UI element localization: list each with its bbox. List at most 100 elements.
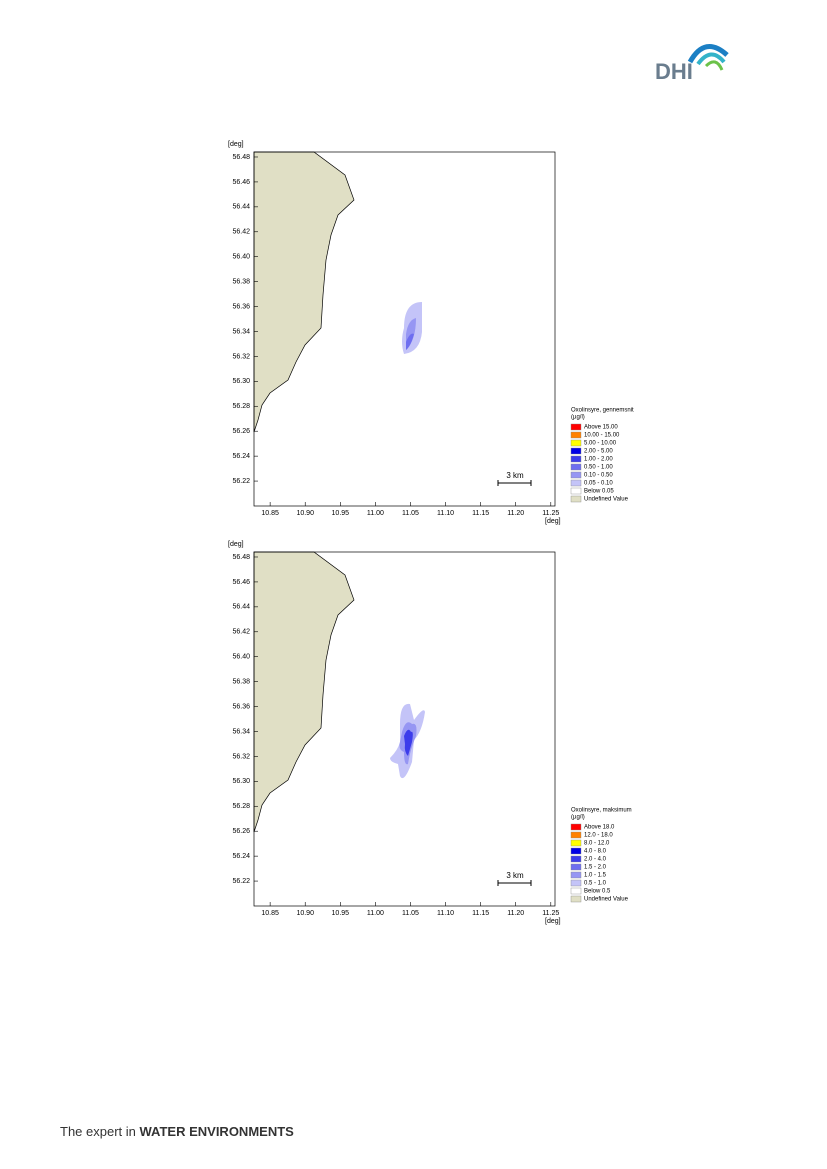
y-tick-label: 56.28 (232, 403, 250, 410)
legend-swatch (570, 479, 582, 487)
legend-swatch (570, 463, 582, 471)
legend-swatch (570, 439, 582, 447)
legend-swatch (570, 847, 582, 855)
legend-label: Above 15.00 (584, 425, 618, 431)
y-tick-label: 56.42 (232, 229, 250, 236)
legend-swatch (570, 839, 582, 847)
y-tick-label: 56.26 (232, 428, 250, 435)
x-tick-label: 11.05 (402, 510, 419, 517)
x-tick-label: 11.15 (472, 510, 489, 517)
legend-label: 0.50 - 1.00 (584, 465, 613, 471)
legend-label: 1.0 - 1.5 (584, 873, 607, 879)
coastline (253, 551, 355, 833)
legend-unit: (µg/l) (571, 815, 585, 821)
y-tick-label: 56.24 (232, 853, 250, 860)
legend-label: 10.00 - 15.00 (584, 433, 620, 439)
legend: Oxolinsyre, maksimum(µg/l) Above 18.0 12.0… (570, 808, 632, 903)
legend-swatch (570, 855, 582, 863)
legend-label: 0.5 - 1.0 (584, 881, 607, 887)
legend-swatch (570, 895, 582, 903)
y-tick-label: 56.32 (232, 353, 250, 360)
y-tick-label: 56.48 (232, 554, 250, 561)
plume (404, 729, 413, 756)
x-tick-label: 10.85 (261, 910, 279, 917)
logo-wave (696, 52, 726, 66)
legend-label: Above 18.0 (584, 825, 615, 831)
legend-swatch (570, 863, 582, 871)
y-unit: [deg] (228, 141, 244, 148)
logo: DHI (655, 44, 729, 84)
x-unit: [deg] (545, 518, 561, 525)
legend: Oxolinsyre, gennemsnit(µg/l) Above 15.00 1… (570, 408, 634, 503)
legend-label: 4.0 - 8.0 (584, 849, 607, 855)
legend-swatch (570, 879, 582, 887)
y-tick-label: 56.46 (232, 179, 250, 186)
legend-label: 8.0 - 12.0 (584, 841, 610, 847)
y-tick-label: 56.32 (232, 753, 250, 760)
legend-label: 0.10 - 0.50 (584, 473, 613, 479)
legend-label: 12.0 - 18.0 (584, 833, 613, 839)
x-tick-label: 11.25 (542, 510, 559, 517)
y-tick-label: 56.46 (232, 579, 250, 586)
y-unit: [deg] (228, 541, 244, 548)
map-border (253, 551, 556, 907)
legend-title: Oxolinsyre, gennemsnit (571, 408, 634, 414)
legend-swatch (570, 871, 582, 879)
x-tick-label: 11.15 (472, 910, 489, 917)
logo-wave (687, 44, 729, 64)
y-tick-label: 56.22 (232, 878, 250, 885)
legend-label: 1.00 - 2.00 (584, 457, 613, 463)
legend-swatch (570, 423, 582, 431)
x-tick-label: 10.90 (296, 910, 314, 917)
x-tick-label: 11.10 (437, 510, 454, 517)
legend-label: Undefined Value (584, 897, 629, 903)
legend-label: Below 0.05 (584, 489, 614, 495)
legend-label: 1.5 - 2.0 (584, 865, 607, 871)
x-tick-label: 11.20 (507, 510, 524, 517)
x-tick-label: 11.20 (507, 910, 524, 917)
y-tick-label: 56.22 (232, 478, 250, 485)
y-tick-label: 56.42 (232, 629, 250, 636)
footer-lead: The expert in (60, 1124, 136, 1139)
legend-swatch (570, 495, 582, 503)
x-tick-label: 11.00 (367, 910, 384, 917)
footer-emphasis: WATER ENVIRONMENTS (140, 1124, 295, 1139)
scale-bar-label: 3 km (506, 871, 524, 880)
y-tick-label: 56.24 (232, 453, 250, 460)
y-tick-label: 56.34 (232, 328, 250, 335)
x-tick-label: 11.00 (367, 510, 384, 517)
legend-label: Undefined Value (584, 497, 629, 503)
x-unit: [deg] (545, 918, 561, 925)
x-tick-label: 10.95 (332, 910, 350, 917)
legend-label: 0.05 - 0.10 (584, 481, 613, 487)
legend-swatch (570, 887, 582, 895)
plume (406, 333, 414, 350)
y-tick-label: 56.26 (232, 828, 250, 835)
y-tick-label: 56.34 (232, 728, 250, 735)
y-tick-label: 56.40 (232, 254, 250, 261)
y-tick-label: 56.28 (232, 803, 250, 810)
x-tick-label: 11.25 (542, 910, 559, 917)
y-tick-label: 56.36 (232, 703, 250, 710)
x-tick-label: 10.90 (296, 510, 314, 517)
x-tick-label: 11.10 (437, 910, 454, 917)
map: 56.22 56.24 56.26 56.28 56.30 56.32 56.34 56.36… (228, 541, 632, 925)
y-tick-label: 56.44 (232, 604, 250, 611)
legend-label: 2.00 - 5.00 (584, 449, 613, 455)
x-tick-label: 10.95 (332, 510, 350, 517)
y-tick-label: 56.40 (232, 654, 250, 661)
y-tick-label: 56.30 (232, 378, 250, 385)
footer: The expert in WATER ENVIRONMENTS (60, 1124, 294, 1139)
legend-swatch (570, 487, 582, 495)
x-tick-label: 11.05 (402, 910, 419, 917)
x-tick-label: 10.85 (261, 510, 279, 517)
legend-swatch (570, 447, 582, 455)
y-tick-label: 56.48 (232, 154, 250, 161)
y-tick-label: 56.44 (232, 204, 250, 211)
legend-unit: (µg/l) (571, 415, 585, 421)
logo-wave (704, 60, 724, 71)
legend-label: 5.00 - 10.00 (584, 441, 617, 447)
legend-swatch (570, 455, 582, 463)
legend-swatch (570, 431, 582, 439)
